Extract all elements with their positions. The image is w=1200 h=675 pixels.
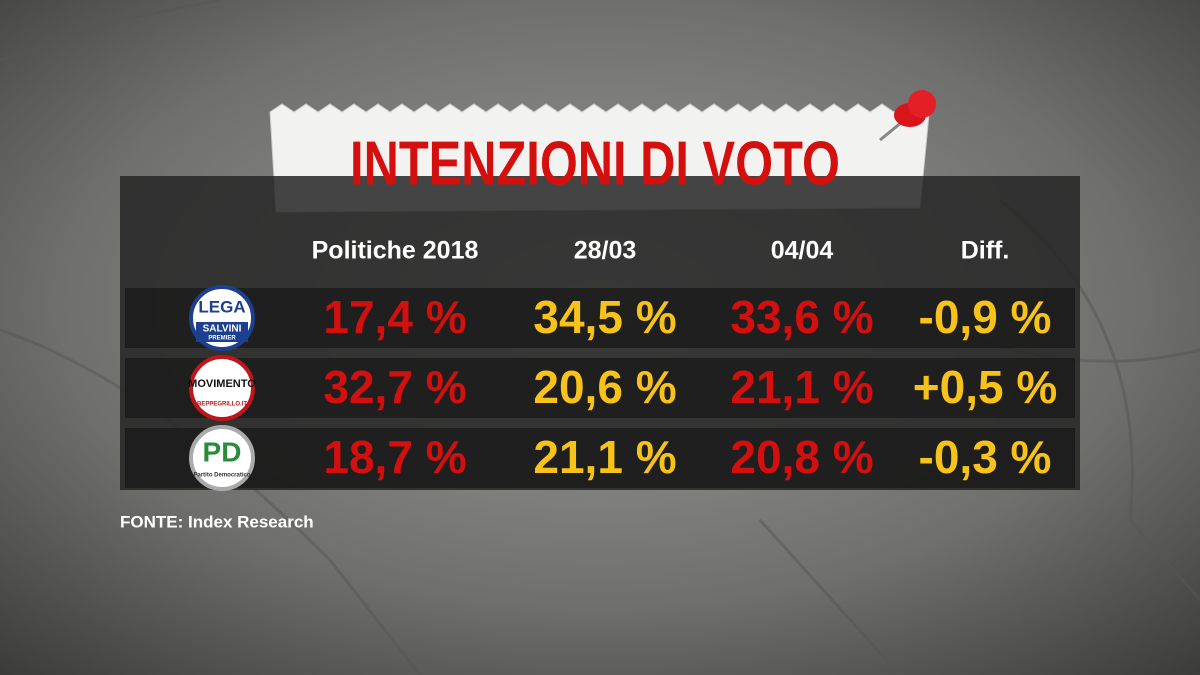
cell-value: 33,6 % (730, 291, 873, 343)
logo-band (196, 322, 248, 342)
logo-text: SALVINI (203, 324, 242, 335)
column-header: Diff. (961, 237, 1010, 265)
logo-text: BEPPEGRILLO.IT (197, 402, 247, 408)
column-header: Politiche 2018 (312, 237, 479, 265)
cell-value: 20,6 % (533, 361, 676, 413)
row-band (125, 428, 1075, 488)
cell-value: -0,9 % (919, 291, 1052, 343)
party-logo (189, 355, 255, 421)
row-band (125, 288, 1075, 348)
cell-value: 32,7 % (323, 361, 466, 413)
cell-value: 21,1 % (730, 361, 873, 413)
logo-text: PREMIER (208, 336, 236, 342)
cell-value: 20,8 % (730, 431, 873, 483)
row-band (125, 358, 1075, 418)
logo-text: LEGA (198, 297, 245, 316)
party-logo (189, 425, 255, 491)
cell-value: -0,3 % (919, 431, 1052, 483)
column-header: 04/04 (771, 237, 834, 265)
logo-text: Partito Democratico (193, 473, 250, 479)
cell-value: 21,1 % (533, 431, 676, 483)
cell-value: 17,4 % (323, 291, 466, 343)
cell-value: +0,5 % (913, 361, 1058, 413)
column-header: 28/03 (574, 237, 637, 265)
logo-text: PD (203, 436, 242, 467)
pushpin (879, 90, 936, 142)
title: INTENZIONI DI VOTO (350, 129, 840, 198)
logo-text: MOVIMENTO (188, 378, 256, 390)
source: FONTE: Index Research (120, 512, 314, 531)
cell-value: 34,5 % (533, 291, 676, 343)
cell-value: 18,7 % (323, 431, 466, 483)
